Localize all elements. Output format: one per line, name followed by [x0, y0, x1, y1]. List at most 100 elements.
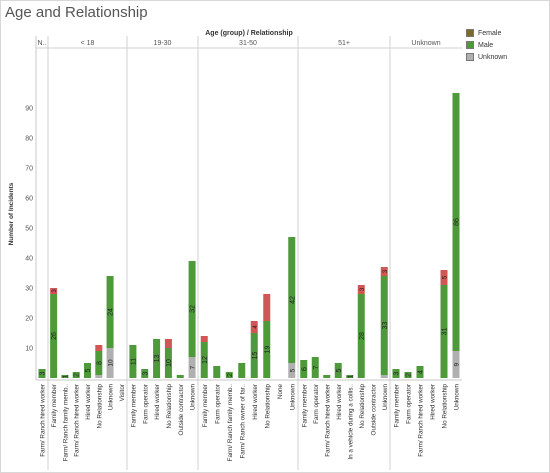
bar-segment-male: [129, 345, 137, 378]
bar-segment-male: [38, 369, 46, 378]
y-tick-label: 60: [25, 196, 33, 203]
bar-value-label: 11: [130, 358, 137, 365]
x-category-label: Hired worker: [336, 384, 343, 420]
chart-title: Age and Relationship: [5, 4, 148, 21]
bar-value-label: 3: [40, 371, 47, 375]
y-tick-label: 80: [25, 136, 33, 143]
bar-value-label: 2: [227, 373, 234, 377]
group-header: Unknown: [411, 40, 440, 47]
bar-segment-male: [176, 375, 184, 378]
x-category-label: Farm/ Ranch hired worker: [74, 384, 81, 457]
bar-segment-male: [50, 294, 58, 378]
bar-segment-male: [200, 342, 208, 378]
bar-segment-unknown: [380, 375, 388, 378]
y-tick-label: 50: [25, 226, 33, 233]
group-header: 19-30: [154, 40, 172, 47]
x-category-label: Farm operator: [406, 384, 413, 424]
y-tick-label: 20: [25, 316, 33, 323]
legend-swatch-female: [466, 29, 474, 37]
bar-segment-male: [380, 276, 388, 375]
bar-segment-male: [452, 93, 460, 351]
bar-value-label: 6: [301, 367, 308, 371]
legend-item-unknown[interactable]: Unknown: [466, 51, 507, 63]
bar-segment-male: [440, 285, 448, 378]
bar-segment-male: [404, 372, 412, 378]
bar-segment-male: [288, 237, 296, 363]
bar-segment-male: [61, 375, 69, 378]
y-tick-label: 40: [25, 256, 33, 263]
x-category-label: No Relationship: [442, 384, 449, 429]
bar-segment-male: [95, 351, 103, 375]
legend-swatch-male: [466, 41, 474, 49]
x-category-label: Family member: [394, 384, 401, 427]
bar-segment-female: [164, 339, 172, 348]
bar-segment-male: [416, 366, 424, 378]
bar-segment-female: [357, 285, 365, 294]
y-tick-label: 30: [25, 286, 33, 293]
bar-value-label: 2: [74, 373, 81, 377]
bar-value-label: 42: [289, 296, 296, 304]
y-tick-label: 70: [25, 166, 33, 173]
bar-segment-male: [300, 360, 308, 378]
x-category-label: Farm/ Ranch hired worker: [324, 384, 331, 457]
x-category-label: None: [277, 384, 284, 400]
bar-value-label: 8: [96, 361, 103, 365]
bar-segment-unknown: [95, 375, 103, 378]
x-category-label: Hired worker: [430, 384, 437, 420]
bar-value-label: 19: [264, 346, 271, 354]
bar-value-label-unknown: 5: [289, 368, 296, 372]
y-axis-label: Number of Incidents: [8, 182, 15, 245]
x-category-label: Hired worker: [154, 384, 161, 420]
group-header: < 18: [81, 40, 95, 47]
bar-segment-male: [346, 375, 354, 378]
bar-value-label-female: 3: [52, 289, 58, 293]
bar-segment-male: [141, 369, 149, 378]
bar-value-label-female: 3: [383, 269, 389, 273]
bar-segment-male: [334, 363, 342, 378]
bar-segment-male: [311, 357, 319, 378]
y-tick-label: 10: [25, 346, 33, 353]
bar-segment-male: [164, 348, 172, 378]
x-category-label: Hired worker: [85, 384, 92, 420]
bar-segment-male: [213, 366, 221, 378]
bar-value-label: 33: [382, 322, 389, 330]
x-category-label: Unknown: [454, 384, 461, 411]
group-header: N..: [38, 40, 47, 47]
bar-segment-female: [380, 267, 388, 276]
x-category-label: Family member: [202, 384, 209, 427]
x-category-label: Outside contractor: [370, 384, 377, 435]
bar-value-label: 1: [62, 374, 69, 378]
x-category-label: Family member: [130, 384, 137, 427]
x-category-label: Unknown: [108, 384, 115, 411]
bar-segment-male: [153, 339, 161, 378]
bar-value-label-female: 5: [443, 275, 449, 279]
legend-item-male[interactable]: Male: [466, 39, 507, 51]
bar-segment-male: [188, 261, 196, 357]
legend-swatch-unknown: [466, 53, 474, 61]
bar-segment-male: [323, 375, 331, 378]
group-header: 51+: [338, 40, 350, 47]
bar-value-label: 1: [347, 374, 354, 378]
bar-segment-male: [392, 369, 400, 378]
bar-segment-male: [106, 276, 114, 348]
bar-value-label: 12: [202, 356, 209, 364]
legend-item-female[interactable]: Female: [466, 27, 507, 39]
x-category-label: No Relationship: [96, 384, 103, 429]
x-category-label: Unknown: [289, 384, 296, 411]
bar-segment-female: [95, 345, 103, 351]
bar-value-label-unknown: 7: [190, 365, 197, 369]
bar-segment-male: [263, 321, 271, 378]
x-category-label: No Relationship: [166, 384, 173, 429]
x-category-label: Hired worker: [252, 384, 259, 420]
bar-segment-male: [72, 372, 80, 378]
bar-segment-male: [225, 372, 233, 378]
x-category-label: Family member: [301, 384, 308, 427]
bar-value-label: 10: [166, 359, 173, 367]
legend-label-male: Male: [478, 41, 494, 49]
bar-segment-female: [263, 294, 271, 321]
x-category-label: Farm/ Ranch family memb..: [227, 384, 234, 462]
x-category-label: Unknown: [382, 384, 389, 411]
bar-segment-unknown: [106, 348, 114, 378]
bar-value-label: 86: [454, 218, 461, 226]
bar-value-label-female: 3: [360, 287, 366, 291]
